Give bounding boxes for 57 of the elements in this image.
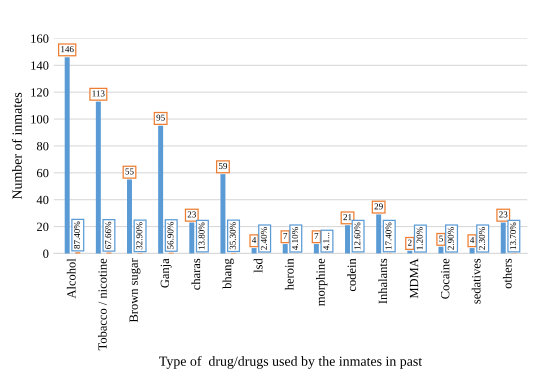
x-tick-label: Tobacco / nicotine bbox=[98, 258, 107, 350]
data-label: 4 bbox=[252, 236, 256, 243]
data-label: 2 bbox=[408, 240, 412, 246]
data-label: 4 bbox=[470, 236, 474, 243]
x-tick-label: Brown sugar bbox=[130, 258, 140, 322]
data-label: 12.60% bbox=[354, 222, 360, 250]
data-label: 35.30% bbox=[230, 222, 236, 250]
x-tick-label: morphine bbox=[316, 258, 328, 306]
data-label: 146 bbox=[61, 46, 74, 52]
data-label: 4.10% bbox=[292, 227, 298, 250]
data-label: 21 bbox=[343, 214, 352, 220]
y-tick-label: 100 bbox=[31, 115, 48, 124]
x-tick-label: others bbox=[502, 258, 512, 288]
y-tick-label: 0 bbox=[43, 249, 48, 258]
y-axis-title: Number of inmates bbox=[12, 92, 22, 200]
data-label: 2.30% bbox=[478, 227, 485, 250]
x-tick-label: heroin bbox=[284, 258, 294, 290]
data-label: 59 bbox=[218, 163, 228, 170]
y-tick-label: 40 bbox=[36, 196, 48, 204]
data-label: 5 bbox=[439, 236, 443, 242]
x-tick-label: Inhalants bbox=[378, 258, 388, 304]
x-tick-label: Alcohol bbox=[66, 258, 76, 298]
data-label: 4.1... bbox=[323, 232, 330, 250]
x-tick-label: bhang bbox=[222, 258, 234, 289]
data-label: 7 bbox=[314, 232, 318, 239]
data-label: 55 bbox=[126, 168, 134, 174]
data-label: 113 bbox=[92, 90, 105, 97]
x-tick-label: Cocaine bbox=[440, 258, 450, 299]
x-axis-title: Type of drug/drugs used by the inmates in past bbox=[159, 356, 422, 369]
data-label: 23 bbox=[188, 211, 196, 218]
data-label: 13.80% bbox=[198, 222, 205, 250]
data-label: 2.40% bbox=[260, 227, 267, 250]
data-label: 2.90% bbox=[448, 227, 454, 250]
data-label: 67.66% bbox=[105, 222, 112, 249]
data-label: 56.90% bbox=[167, 222, 174, 249]
x-tick-label: MDMA bbox=[410, 258, 418, 298]
data-label: 32.90% bbox=[136, 222, 142, 250]
data-label: 7 bbox=[284, 232, 288, 239]
x-tick-label: Ganja bbox=[160, 258, 172, 288]
y-tick-label: 120 bbox=[31, 88, 48, 97]
x-tick-label: sedatives bbox=[472, 258, 481, 304]
data-label: 87.40% bbox=[74, 222, 80, 249]
y-tick-label: 60 bbox=[36, 168, 48, 178]
data-label: 13.70% bbox=[510, 222, 516, 250]
data-label: 95 bbox=[156, 114, 165, 121]
y-tick-label: 80 bbox=[36, 142, 48, 150]
x-tick-label: charas bbox=[191, 258, 200, 290]
data-label: 29 bbox=[374, 203, 383, 210]
y-tick-label: 160 bbox=[31, 34, 48, 43]
data-label: 23 bbox=[499, 211, 508, 218]
data-label: 1.20% bbox=[416, 227, 423, 250]
bar bbox=[64, 57, 70, 254]
data-label: 17.40% bbox=[385, 222, 392, 250]
x-tick-label: lsd bbox=[254, 258, 262, 273]
y-tick-label: 140 bbox=[31, 61, 48, 70]
y-tick-label: 20 bbox=[36, 222, 48, 232]
x-tick-label: codein bbox=[347, 258, 356, 292]
